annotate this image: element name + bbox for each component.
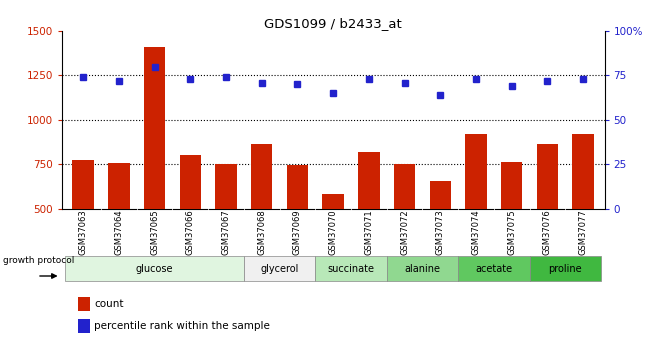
Text: GSM37065: GSM37065 (150, 209, 159, 255)
Bar (244, 256, 315, 281)
Bar (387, 256, 458, 281)
Text: count: count (94, 299, 124, 309)
Text: GSM37075: GSM37075 (507, 209, 516, 255)
Bar (287, 165, 308, 209)
Bar (537, 145, 558, 209)
Bar (251, 145, 272, 209)
Bar (215, 164, 237, 209)
Text: succinate: succinate (328, 264, 374, 274)
Text: alanine: alanine (404, 264, 441, 274)
Bar (78, 319, 90, 333)
Bar (394, 164, 415, 209)
Bar (430, 181, 451, 209)
Text: GSM37069: GSM37069 (293, 209, 302, 255)
Text: percentile rank within the sample: percentile rank within the sample (94, 321, 270, 331)
Text: GSM37068: GSM37068 (257, 209, 266, 255)
Bar (501, 162, 523, 209)
Bar (72, 160, 94, 209)
Text: GSM37074: GSM37074 (471, 209, 480, 255)
Text: glucose: glucose (136, 264, 174, 274)
Text: GSM37076: GSM37076 (543, 209, 552, 255)
Bar (65, 256, 244, 281)
Text: GSM37066: GSM37066 (186, 209, 195, 255)
Text: GSM37071: GSM37071 (365, 209, 373, 255)
Bar (78, 297, 90, 311)
Text: GSM37073: GSM37073 (436, 209, 445, 255)
Title: GDS1099 / b2433_at: GDS1099 / b2433_at (265, 17, 402, 30)
Text: growth protocol: growth protocol (3, 256, 75, 265)
Text: GSM37063: GSM37063 (79, 209, 88, 255)
Text: glycerol: glycerol (261, 264, 299, 274)
Text: proline: proline (549, 264, 582, 274)
Bar (573, 134, 594, 209)
Bar (179, 155, 201, 209)
Text: GSM37067: GSM37067 (222, 209, 231, 255)
Bar (144, 47, 165, 209)
Text: GSM37064: GSM37064 (114, 209, 124, 255)
Bar (322, 194, 344, 209)
Bar (530, 256, 601, 281)
Text: GSM37077: GSM37077 (578, 209, 588, 255)
Text: GSM37070: GSM37070 (329, 209, 337, 255)
Text: GSM37072: GSM37072 (400, 209, 409, 255)
Bar (108, 163, 129, 209)
Text: acetate: acetate (475, 264, 512, 274)
Bar (358, 152, 380, 209)
Bar (315, 256, 387, 281)
Bar (458, 256, 530, 281)
Bar (465, 134, 487, 209)
